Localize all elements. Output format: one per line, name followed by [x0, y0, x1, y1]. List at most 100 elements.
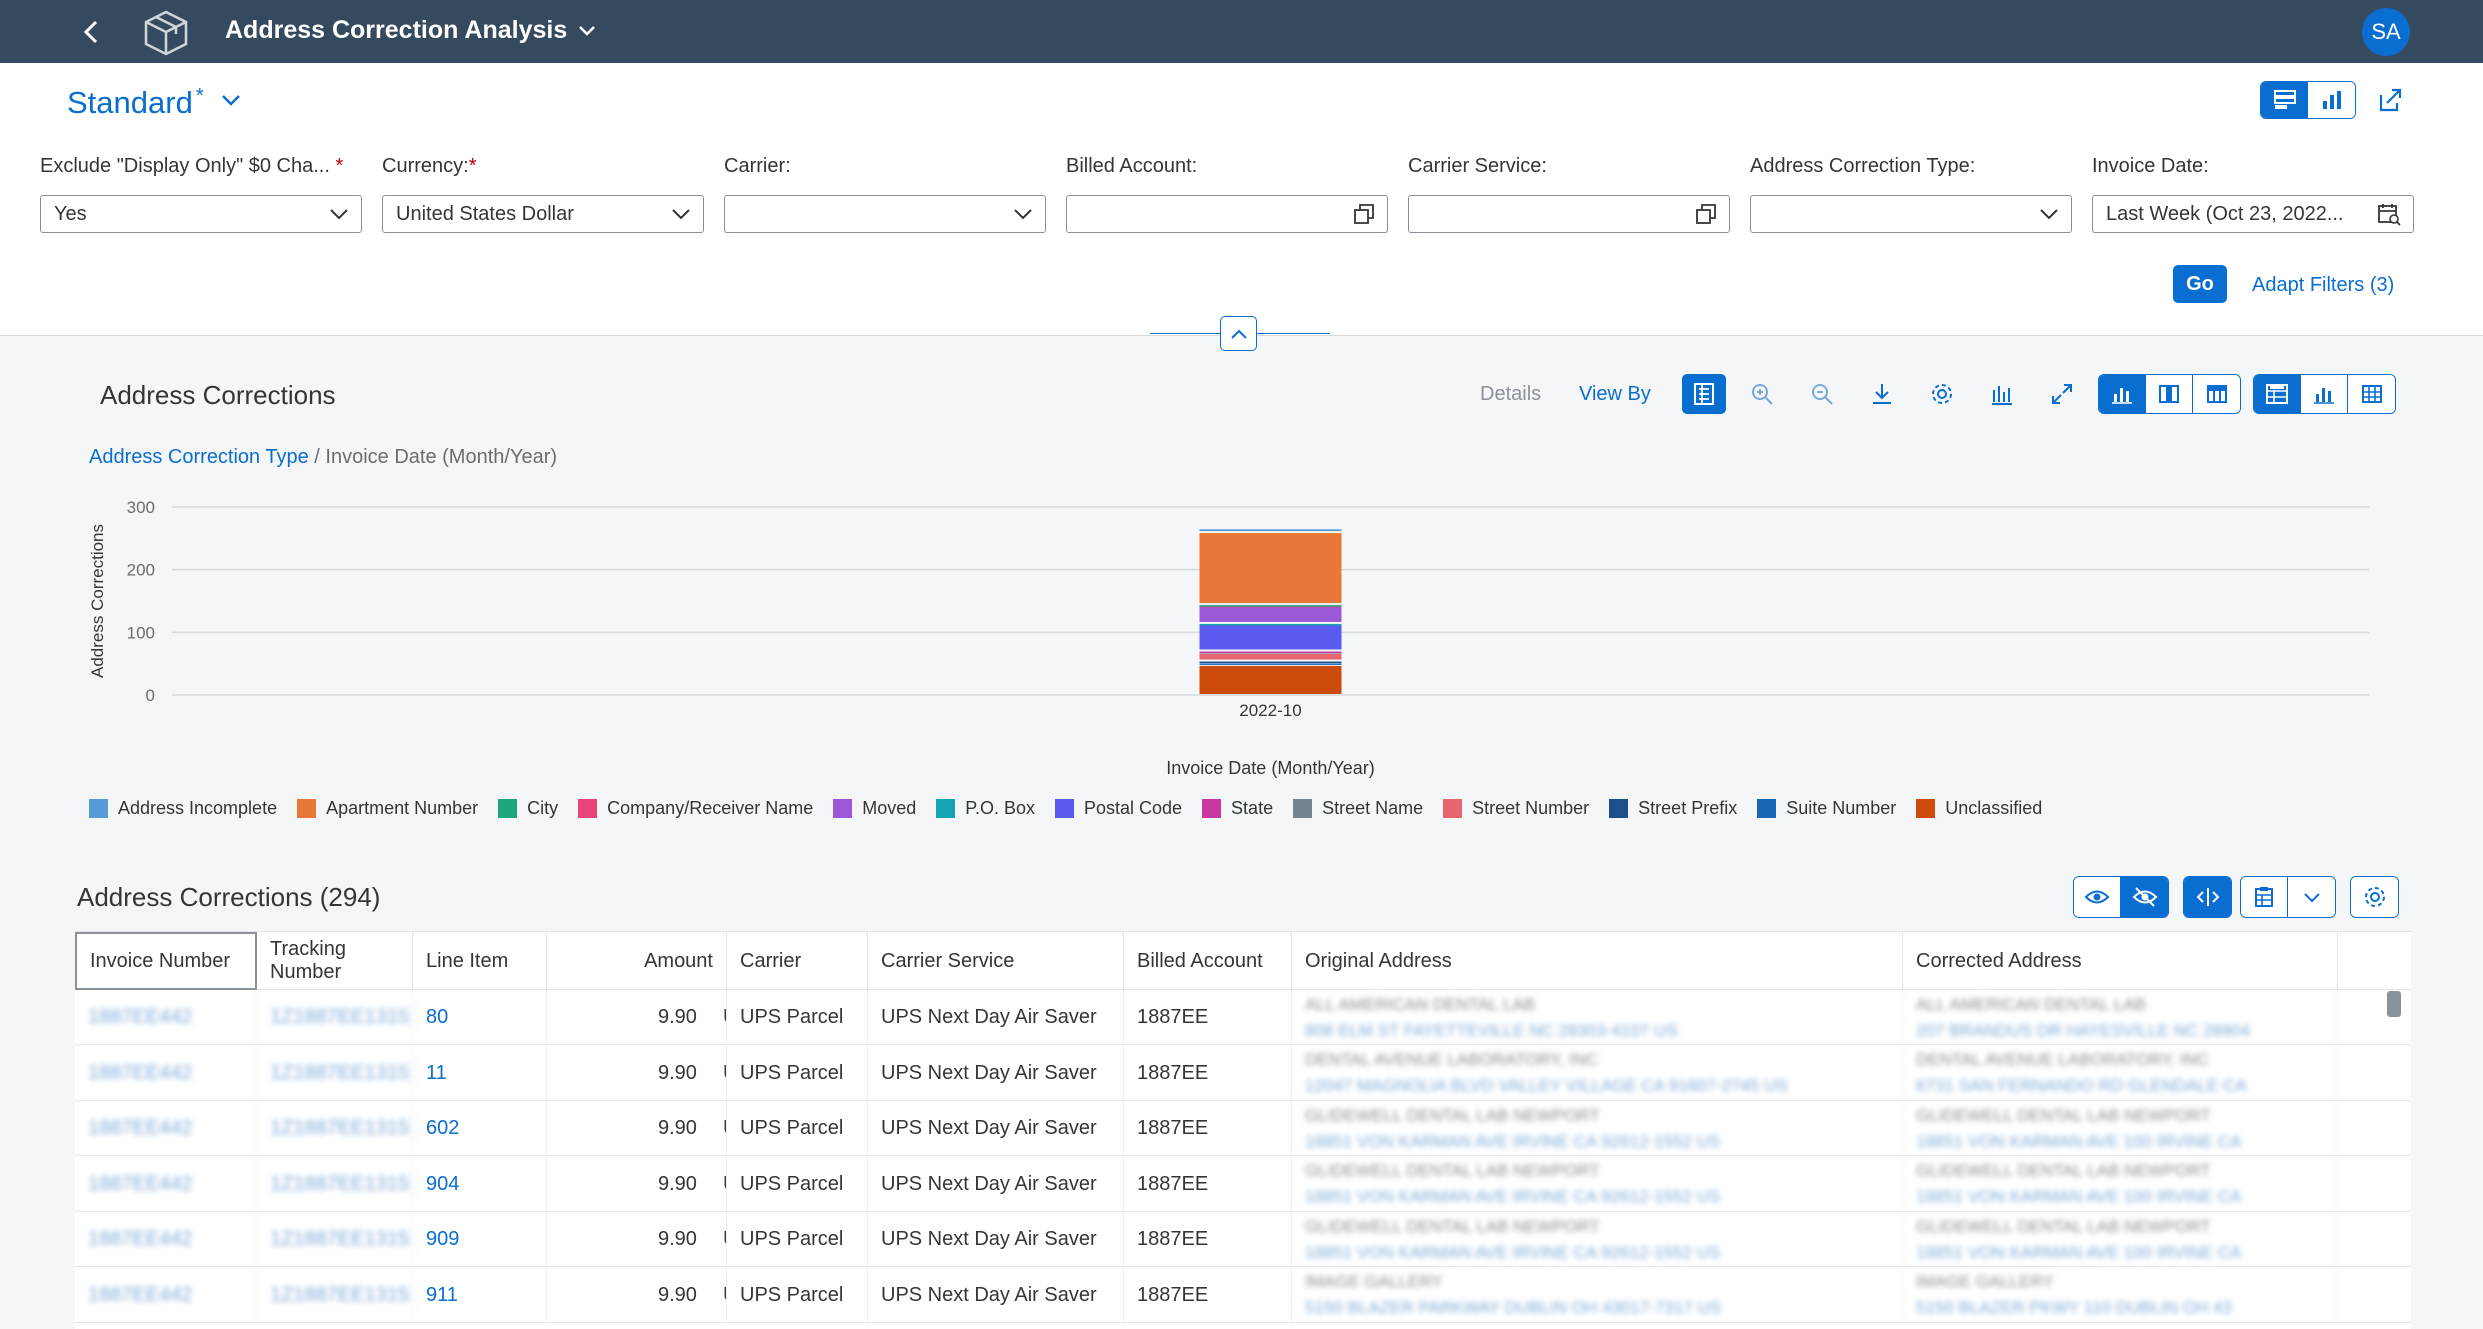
legend-item[interactable]: City	[498, 798, 558, 819]
bar-segment-street-prefix[interactable]	[1199, 661, 1342, 664]
zoom-in-button[interactable]	[1742, 374, 1782, 414]
legend-toggle-button[interactable]	[1982, 374, 2022, 414]
cell-line-item[interactable]: 11	[413, 1045, 547, 1101]
address-street[interactable]: 6731 SAN FERNANDO RD GLENDALE CA	[1916, 1076, 2247, 1095]
user-avatar[interactable]: SA	[2362, 8, 2410, 56]
table-row[interactable]: 1887EE4421Z1887EE13151027529099.90USDUPS…	[75, 1212, 2411, 1267]
column-header-carrier[interactable]: Carrier	[727, 932, 868, 990]
billed-account-input[interactable]	[1066, 195, 1388, 233]
cell-line-item[interactable]: 911	[413, 1267, 547, 1323]
view-chart-button[interactable]	[2301, 375, 2348, 413]
details-button[interactable]: Details	[1480, 382, 1542, 405]
invoice-date-input[interactable]: Last Week (Oct 23, 2022...	[2092, 195, 2414, 233]
cell-line-item[interactable]: 80	[413, 990, 547, 1045]
compact-filter-view-button[interactable]	[2261, 82, 2308, 118]
column-header-original-address[interactable]: Original Address	[1292, 932, 1903, 990]
address-street[interactable]: 18851 VON KARMAN AVE IRVINE CA 92612-155…	[1305, 1187, 1721, 1206]
currency-select[interactable]: United States Dollar	[382, 195, 704, 233]
export-button[interactable]	[2241, 877, 2288, 917]
bar-segment-unclassified[interactable]	[1199, 665, 1342, 694]
cell-line-item[interactable]: 602	[413, 1101, 547, 1156]
legend-item[interactable]: Street Name	[1293, 798, 1423, 819]
view-table-button[interactable]	[2348, 375, 2395, 413]
bar-segment-address-incomplete[interactable]	[1199, 529, 1342, 532]
table-row[interactable]: 1887EE4421Z1887EE13151082319049.90USDUPS…	[75, 1156, 2411, 1212]
breadcrumb-link[interactable]: Address Correction Type	[89, 446, 309, 468]
bar-segment-state[interactable]	[1199, 651, 1342, 654]
cell-tracking-number[interactable]: 1Z1887EE1315100902	[257, 1267, 413, 1323]
legend-item[interactable]: Address Incomplete	[89, 798, 277, 819]
address-street[interactable]: 18851 VON KARMAN AVE IRVINE CA 92612-155…	[1305, 1242, 1721, 1262]
legend-item[interactable]: P.O. Box	[936, 798, 1035, 819]
drilldown-toggle-button[interactable]	[1682, 374, 1726, 414]
variant-selector[interactable]: Standard *	[67, 85, 242, 121]
app-logo-icon[interactable]	[140, 8, 192, 56]
table-row[interactable]: 1887EE4421Z1887EE13151115206029.90USDUPS…	[75, 1101, 2411, 1156]
cell-invoice-number[interactable]: 1887EE442	[75, 990, 257, 1045]
resize-columns-button[interactable]	[2184, 877, 2231, 917]
cell-invoice-number[interactable]: 1887EE442	[75, 1101, 257, 1156]
cell-tracking-number[interactable]: 1Z1887EE1315115301	[257, 1045, 413, 1101]
back-arrow-icon[interactable]	[74, 14, 110, 50]
column-header-corrected-address[interactable]: Corrected Address	[1903, 932, 2338, 990]
table-row[interactable]: 1887EE4421Z1887EE13151009029119.90USDUPS…	[75, 1267, 2411, 1323]
address-street[interactable]: 12047 MAGNOLIA BLVD VALLEY VILLAGE CA 91…	[1305, 1076, 1788, 1095]
column-header-invoice-number[interactable]: Invoice Number	[75, 932, 257, 990]
exclude-display-only-select[interactable]: Yes	[40, 195, 362, 233]
chart-bars[interactable]	[1199, 529, 1342, 694]
value-help-icon[interactable]	[1695, 203, 1717, 225]
column-header-amount[interactable]: Amount	[547, 932, 727, 990]
cell-tracking-number[interactable]: 1Z1887EE1315138000	[257, 990, 413, 1045]
address-street[interactable]: 18851 VON KARMAN AVE IRVINE CA 92612-155…	[1305, 1131, 1721, 1151]
address-street[interactable]: 207 BRANDUS DR HAYESVILLE NC 28904	[1916, 1020, 2251, 1040]
settings-button[interactable]	[1922, 374, 1962, 414]
chevron-down-icon[interactable]	[1013, 208, 1033, 220]
cell-line-item[interactable]: 904	[413, 1156, 547, 1212]
column-header-line-item[interactable]: Line Item	[413, 932, 547, 990]
download-button[interactable]	[1862, 374, 1902, 414]
value-help-icon[interactable]	[1353, 203, 1375, 225]
legend-item[interactable]: Company/Receiver Name	[578, 798, 813, 819]
bar-segment-postal-code[interactable]	[1199, 624, 1342, 650]
hide-details-button[interactable]	[2121, 877, 2168, 917]
chart-type-heatmap-button[interactable]	[2193, 375, 2240, 413]
chevron-down-icon[interactable]	[671, 208, 691, 220]
carrier-service-input[interactable]	[1408, 195, 1730, 233]
bar-segment-apartment-number[interactable]	[1199, 533, 1342, 604]
legend-item[interactable]: State	[1202, 798, 1273, 819]
bar-segment-suite-number[interactable]	[1199, 663, 1342, 665]
address-street[interactable]: 5150 BLAZER PARKWAY DUBLIN OH 43017-7317…	[1305, 1298, 1722, 1317]
chevron-down-icon[interactable]	[329, 208, 349, 220]
table-row[interactable]: 1887EE4421Z1887EE1315138000809.90USDUPS …	[75, 990, 2411, 1045]
legend-item[interactable]: Apartment Number	[297, 798, 478, 819]
table-settings-button[interactable]	[2351, 877, 2398, 917]
adapt-filters-button[interactable]: Adapt Filters (3)	[2252, 274, 2395, 296]
go-button[interactable]: Go	[2173, 265, 2227, 303]
cell-invoice-number[interactable]: 1887EE442	[75, 1045, 257, 1101]
bar-segment-street-number[interactable]	[1199, 654, 1342, 660]
address-street[interactable]: 5150 BLAZER PKWY 110 DUBLIN OH 43	[1916, 1298, 2232, 1317]
export-options-button[interactable]	[2288, 877, 2335, 917]
column-header-carrier-service[interactable]: Carrier Service	[868, 932, 1124, 990]
view-by-button[interactable]: View By	[1579, 382, 1651, 405]
legend-item[interactable]: Suite Number	[1757, 798, 1896, 819]
bar-segment-city[interactable]	[1199, 605, 1342, 607]
cell-invoice-number[interactable]: 1887EE442	[75, 1267, 257, 1323]
visual-filter-view-button[interactable]	[2308, 82, 2355, 118]
legend-item[interactable]: Postal Code	[1054, 798, 1182, 819]
cell-invoice-number[interactable]: 1887EE442	[75, 1156, 257, 1212]
chart-type-table-button[interactable]	[2146, 375, 2193, 413]
column-header-billed-account[interactable]: Billed Account	[1124, 932, 1292, 990]
legend-item[interactable]: Unclassified	[1916, 798, 2042, 819]
share-icon[interactable]	[2375, 85, 2405, 115]
chart-type-column-button[interactable]	[2099, 375, 2146, 413]
show-details-button[interactable]	[2074, 877, 2121, 917]
fullscreen-button[interactable]	[2042, 374, 2082, 414]
chevron-down-icon[interactable]	[2039, 208, 2059, 220]
address-street[interactable]: 18851 VON KARMAN AVE 100 IRVINE CA	[1916, 1131, 2242, 1151]
cell-tracking-number[interactable]: 1Z1887EE1315102752	[257, 1212, 413, 1267]
carrier-select[interactable]	[724, 195, 1046, 233]
app-title-menu[interactable]: Address Correction Analysis	[225, 16, 597, 45]
legend-item[interactable]: Street Prefix	[1609, 798, 1737, 819]
zoom-out-button[interactable]	[1802, 374, 1842, 414]
